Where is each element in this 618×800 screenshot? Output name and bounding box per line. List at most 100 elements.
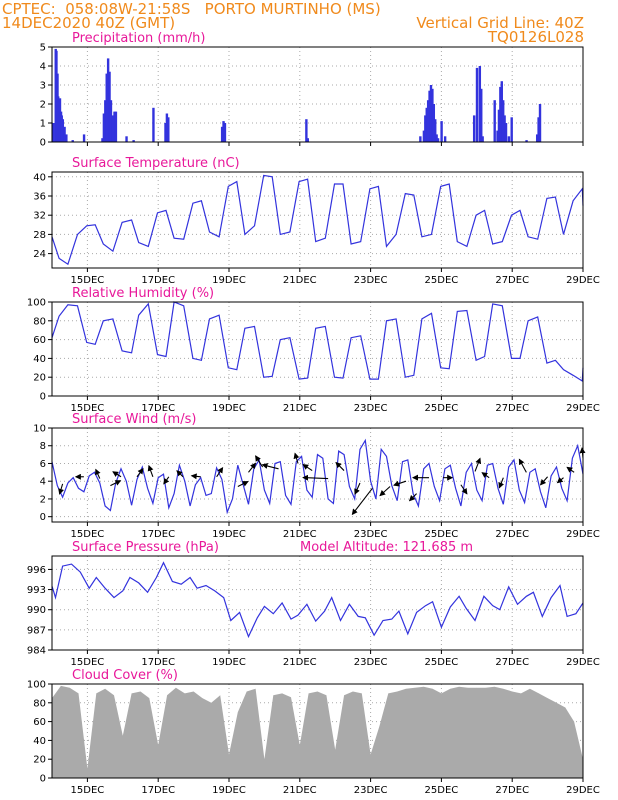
y-tick-label: 80 bbox=[33, 698, 46, 709]
wind-vector bbox=[518, 458, 527, 473]
x-tick-label: 25DEC bbox=[425, 657, 459, 668]
x-tick-label: 17DEC bbox=[141, 657, 175, 668]
precip-bar bbox=[480, 88, 483, 142]
x-tick-label: 27DEC bbox=[495, 275, 529, 286]
precip-bar bbox=[113, 111, 116, 142]
panel-2: 24 28 32 36 40 15DEC 17DEC 19DEC 21DEC 23DEC 25DEC… bbox=[33, 156, 600, 286]
x-tick-label: 27DEC bbox=[495, 785, 529, 796]
x-tick-label: 15DEC bbox=[71, 657, 105, 668]
x-tick-label: 29DEC bbox=[566, 275, 600, 286]
precip-bar bbox=[432, 104, 436, 142]
precip-bar bbox=[501, 100, 505, 142]
x-tick-label: 23DEC bbox=[354, 785, 388, 796]
x-tick-label: 21DEC bbox=[283, 275, 317, 286]
panel-subtitle: Model Altitude: 121.685 m bbox=[300, 540, 473, 555]
precip-bar bbox=[428, 90, 431, 142]
x-tick-label: 17DEC bbox=[141, 275, 175, 286]
panel-4: 0 2 4 6 8 10 15DEC 17DEC 19DEC 21DEC 23DEC 25DEC 27D… bbox=[33, 412, 600, 540]
y-tick-label: 984 bbox=[27, 646, 46, 657]
wind-vector bbox=[408, 493, 418, 502]
y-tick-label: 993 bbox=[27, 585, 46, 596]
precip-bar bbox=[499, 86, 502, 142]
wind-vector bbox=[460, 484, 468, 495]
wind-vector bbox=[302, 474, 329, 481]
wind-vector bbox=[474, 457, 482, 472]
precip-bar bbox=[101, 138, 104, 142]
x-tick-label: 17DEC bbox=[141, 529, 175, 540]
header-date: 14DEC2020 40Z (GMT) bbox=[2, 14, 176, 32]
wind-vector bbox=[379, 486, 391, 497]
wind-vector bbox=[112, 471, 122, 478]
precip-bar bbox=[472, 115, 476, 142]
precip-bar bbox=[222, 121, 225, 142]
x-tick-label: 29DEC bbox=[566, 785, 600, 796]
y-tick-label: 80 bbox=[33, 316, 46, 327]
wind-vector bbox=[136, 467, 144, 478]
y-tick-label: 0 bbox=[40, 392, 46, 403]
x-tick-label: 27DEC bbox=[495, 529, 529, 540]
precip-bar bbox=[537, 117, 540, 142]
x-tick-label: 21DEC bbox=[283, 657, 317, 668]
precip-bar bbox=[132, 140, 135, 142]
panel-title: Surface Wind (m/s) bbox=[72, 412, 196, 427]
x-tick-label: 27DEC bbox=[495, 403, 529, 414]
precip-bar bbox=[434, 119, 437, 142]
precip-bar bbox=[104, 100, 107, 142]
series-line bbox=[51, 174, 584, 266]
x-tick-label: 25DEC bbox=[425, 403, 459, 414]
series-line bbox=[51, 438, 584, 515]
x-tick-label: 29DEC bbox=[566, 403, 600, 414]
x-tick-label: 23DEC bbox=[354, 529, 388, 540]
y-tick-label: 32 bbox=[33, 211, 46, 222]
y-tick-label: 10 bbox=[33, 424, 46, 435]
panel-title: Cloud Cover (%) bbox=[72, 668, 178, 683]
cloud-cover-area bbox=[52, 685, 583, 778]
y-tick-label: 5 bbox=[40, 43, 46, 54]
precip-bar bbox=[422, 130, 426, 142]
y-tick-label: 36 bbox=[33, 192, 46, 203]
precip-bar bbox=[111, 115, 115, 142]
wind-vector bbox=[147, 464, 154, 477]
y-tick-label: 0 bbox=[40, 512, 46, 523]
wind-vector bbox=[110, 480, 122, 487]
precip-bar bbox=[510, 117, 513, 142]
precip-bar bbox=[52, 123, 55, 142]
precip-bar bbox=[109, 100, 113, 142]
precip-bar bbox=[424, 115, 427, 142]
wind-vector bbox=[293, 452, 300, 464]
precip-bar bbox=[305, 119, 308, 142]
precip-bar bbox=[481, 136, 484, 142]
x-tick-label: 15DEC bbox=[71, 785, 105, 796]
precip-bar bbox=[425, 107, 428, 142]
precip-bar bbox=[165, 113, 169, 142]
y-tick-label: 2 bbox=[40, 100, 46, 111]
plot-frame bbox=[51, 427, 584, 523]
wind-vector bbox=[393, 480, 407, 487]
y-tick-label: 4 bbox=[40, 477, 46, 488]
wind-vector bbox=[176, 470, 184, 478]
y-tick-label: 100 bbox=[27, 298, 46, 309]
y-tick-label: 3 bbox=[40, 81, 46, 92]
y-tick-label: 2 bbox=[40, 494, 46, 505]
x-tick-label: 15DEC bbox=[71, 403, 105, 414]
y-tick-label: 6 bbox=[40, 459, 46, 470]
wind-vector bbox=[539, 476, 549, 486]
precip-bar bbox=[443, 136, 447, 142]
precip-bar bbox=[125, 136, 128, 142]
precip-bar bbox=[504, 123, 508, 142]
series-line bbox=[51, 561, 584, 639]
wind-vector bbox=[255, 455, 264, 468]
precip-bar bbox=[164, 123, 167, 142]
precip-bar bbox=[426, 100, 430, 142]
precip-bar bbox=[82, 134, 86, 142]
y-tick-label: 0 bbox=[40, 138, 46, 149]
precip-bar bbox=[102, 113, 106, 142]
panel-1: 0 1 2 3 4 5 Precipitation (mm/h) bbox=[40, 31, 584, 149]
y-tick-label: 60 bbox=[33, 717, 46, 728]
precip-bar bbox=[431, 88, 434, 142]
wind-vector bbox=[58, 483, 64, 495]
precip-bar bbox=[108, 71, 111, 142]
panel-title: Precipitation (mm/h) bbox=[72, 31, 205, 46]
y-tick-label: 8 bbox=[40, 441, 46, 452]
wind-vector bbox=[556, 477, 564, 484]
